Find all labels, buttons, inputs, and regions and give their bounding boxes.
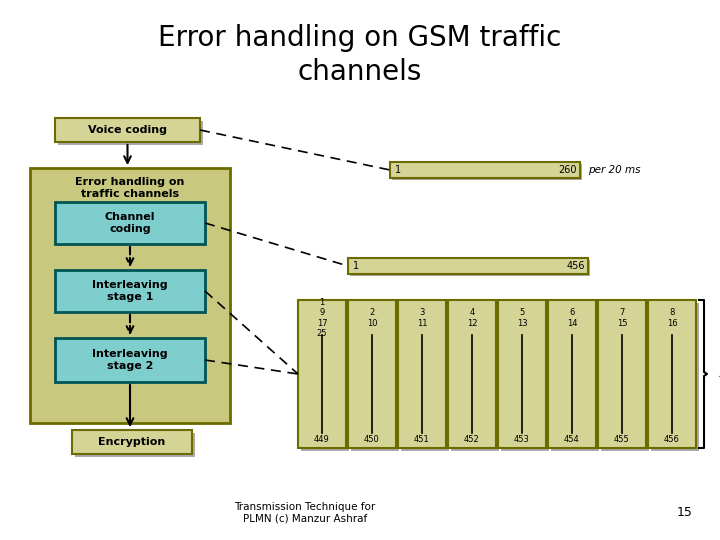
Bar	[348, 300, 396, 448]
Bar	[55, 338, 205, 382]
Text: 1: 1	[395, 165, 401, 175]
Text: 456: 456	[664, 435, 680, 444]
Text: traffic channels: traffic channels	[81, 189, 179, 199]
Text: Transmission Technique for
PLMN (c) Manzur Ashraf: Transmission Technique for PLMN (c) Manz…	[235, 502, 376, 524]
Text: 449: 449	[314, 435, 330, 444]
Bar	[55, 202, 205, 244]
Bar	[501, 303, 549, 451]
Text: 455: 455	[614, 435, 630, 444]
Bar	[298, 300, 346, 448]
Bar	[651, 303, 699, 451]
Text: 15: 15	[677, 507, 693, 519]
Bar	[392, 164, 582, 180]
Text: 5
13: 5 13	[517, 308, 527, 328]
Text: 456: 456	[567, 261, 585, 271]
Bar	[351, 303, 399, 451]
Text: 8
16: 8 16	[667, 308, 678, 328]
Bar	[398, 300, 446, 448]
Text: 7
15: 7 15	[617, 308, 627, 328]
Bar	[601, 303, 649, 451]
Text: Error handling on GSM traffic
channels: Error handling on GSM traffic channels	[158, 24, 562, 86]
Text: 1: 1	[353, 261, 359, 271]
Bar	[551, 303, 599, 451]
Bar	[451, 303, 499, 451]
Text: 452: 452	[464, 435, 480, 444]
Bar	[55, 270, 205, 312]
Bar	[75, 433, 195, 457]
Bar	[390, 162, 580, 178]
Bar	[55, 118, 200, 142]
Text: 3
11: 3 11	[417, 308, 427, 328]
Bar	[30, 168, 230, 423]
Text: 4
12: 4 12	[467, 308, 477, 328]
Text: Interleaving
stage 2: Interleaving stage 2	[92, 349, 168, 371]
Bar	[401, 303, 449, 451]
Text: 451: 451	[414, 435, 430, 444]
Text: 260: 260	[559, 165, 577, 175]
Text: 454: 454	[564, 435, 580, 444]
Bar	[498, 300, 546, 448]
Bar	[448, 300, 496, 448]
Text: 453: 453	[514, 435, 530, 444]
Text: Channel
coding: Channel coding	[104, 212, 156, 234]
Bar	[348, 258, 588, 274]
Bar	[598, 300, 646, 448]
Text: 2
10: 2 10	[366, 308, 377, 328]
Bar	[72, 430, 192, 454]
Text: Encryption: Encryption	[99, 437, 166, 447]
Text: Voice coding: Voice coding	[88, 125, 167, 135]
Text: Error handling on: Error handling on	[76, 177, 185, 187]
Text: 450: 450	[364, 435, 380, 444]
Text: 1
9
17
25: 1 9 17 25	[317, 298, 328, 338]
Text: 57 bits: 57 bits	[719, 369, 720, 379]
Text: 6
14: 6 14	[567, 308, 577, 328]
Bar	[58, 121, 203, 145]
Bar	[350, 260, 590, 276]
Text: per 20 ms: per 20 ms	[588, 165, 641, 175]
Bar	[648, 300, 696, 448]
Bar	[548, 300, 596, 448]
Text: Interleaving
stage 1: Interleaving stage 1	[92, 280, 168, 302]
Bar	[301, 303, 349, 451]
